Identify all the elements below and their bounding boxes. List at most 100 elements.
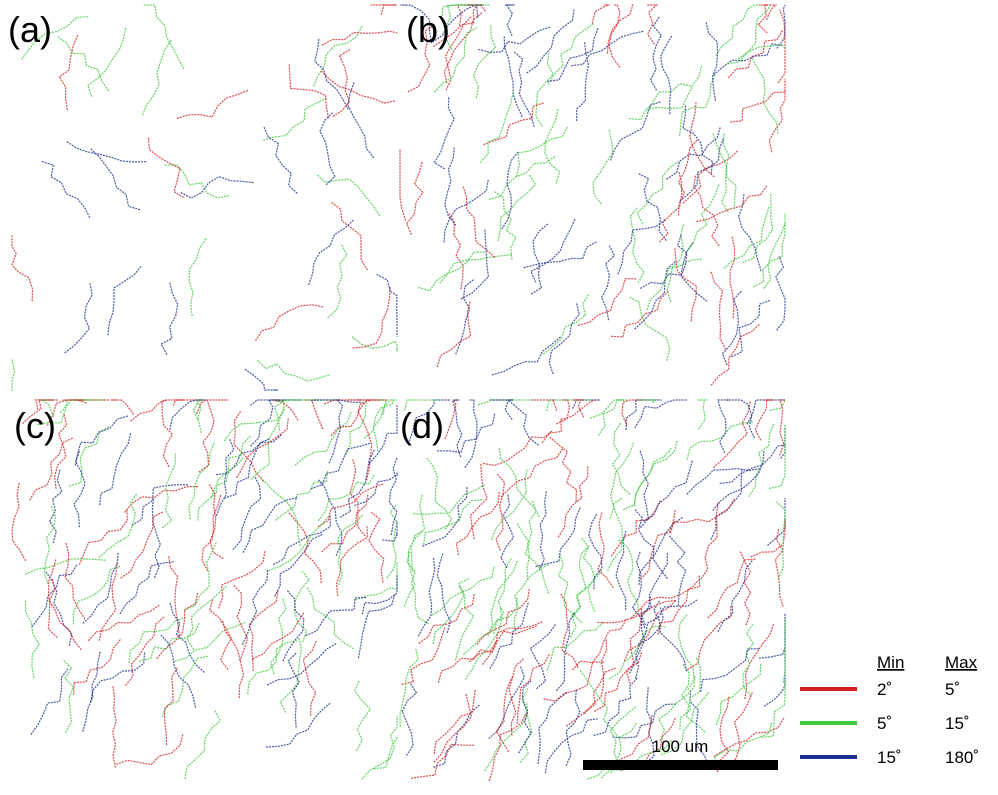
grain-boundary (600, 244, 616, 321)
grain-boundary (576, 41, 590, 122)
grain-boundary (610, 290, 670, 338)
grain-boundary (631, 550, 646, 629)
grain-boundary (331, 49, 351, 118)
grain-boundary (417, 557, 436, 637)
grain-boundary (262, 97, 327, 142)
grain-boundary (317, 473, 376, 521)
grain-boundary (588, 513, 603, 590)
grain-boundary (74, 415, 130, 466)
grain-boundary (128, 616, 187, 663)
grain-boundary (479, 91, 514, 164)
grain-boundary (320, 70, 396, 104)
grain-boundary (477, 399, 535, 406)
grain-boundary (634, 260, 677, 330)
grain-boundary (272, 514, 331, 566)
grain-boundary (727, 44, 786, 65)
grain-boundary (782, 618, 786, 683)
grain-boundary (317, 478, 343, 556)
grain-boundary (354, 679, 372, 752)
grain-boundary (727, 29, 784, 79)
grain-boundary (423, 498, 484, 545)
grain-boundary (65, 140, 147, 163)
grain-boundary (232, 584, 249, 662)
grain-boundary (503, 35, 523, 117)
map-panel (11, 4, 398, 391)
grain-boundary (357, 593, 396, 659)
grain-boundary (11, 482, 27, 562)
grain-boundary (611, 422, 631, 495)
grain-boundary (209, 598, 232, 670)
grain-boundary (413, 483, 487, 516)
grain-boundary (636, 160, 681, 224)
legend-header: Min (877, 653, 904, 672)
grain-boundary (161, 399, 174, 468)
grain-boundary (183, 541, 218, 612)
grain-boundary (587, 721, 638, 780)
grain-boundary (307, 219, 354, 287)
grain-boundary (546, 621, 605, 671)
grain-boundary (282, 589, 305, 662)
map-background (400, 400, 785, 785)
panel-label: (d) (400, 405, 444, 446)
grain-boundary (649, 15, 663, 91)
grain-boundary (715, 662, 762, 726)
grain-boundary (330, 201, 368, 271)
grain-boundary (710, 323, 761, 386)
grain-boundary (530, 218, 576, 283)
grain-boundary (328, 399, 344, 464)
grain-boundary (689, 101, 715, 178)
grain-boundary (399, 148, 407, 221)
grain-boundary (224, 437, 271, 499)
grain-boundary (388, 457, 398, 536)
grain-boundary (577, 278, 638, 327)
grain-boundary (221, 619, 245, 699)
grain-boundary (437, 412, 496, 454)
grain-boundary (47, 558, 58, 638)
grain-boundary (750, 519, 786, 558)
grain-boundary (184, 709, 221, 780)
grain-boundary (330, 399, 389, 437)
grain-boundary (164, 164, 230, 199)
map-panel (11, 399, 398, 785)
legend-max: 15˚ (945, 714, 970, 733)
grain-boundary (432, 577, 470, 645)
grain-boundary (693, 174, 720, 247)
grain-boundary (498, 446, 541, 518)
grain-boundary (141, 39, 172, 117)
grain-boundary (592, 128, 614, 205)
grain-boundary (252, 611, 306, 671)
grain-boundary (455, 490, 500, 556)
grain-boundary (535, 506, 582, 568)
grain-boundary (646, 258, 703, 311)
grain-boundary (274, 470, 329, 521)
grain-boundary (99, 432, 132, 506)
grain-boundary (593, 677, 639, 737)
legend-min: 2˚ (877, 680, 892, 699)
grain-boundary (288, 64, 330, 120)
grain-boundary (422, 485, 468, 547)
maps (11, 4, 786, 785)
grain-boundary (629, 206, 645, 284)
grain-boundary (247, 639, 299, 695)
grain-boundary (657, 675, 696, 742)
grain-boundary (462, 185, 496, 258)
grain-boundary (43, 504, 57, 585)
grain-boundary (433, 26, 478, 93)
grain-boundary (186, 585, 228, 650)
panel-label: (c) (14, 405, 56, 446)
grain-boundary (30, 667, 70, 735)
grain-boundary (354, 471, 398, 506)
grain-boundary (775, 255, 786, 331)
grain-boundary (720, 132, 730, 213)
grain-boundary (591, 4, 610, 24)
grain-boundary (156, 591, 199, 660)
legend: Min Max 2˚ 5˚ 5˚ 15˚ 15˚ 180˚ (800, 653, 979, 767)
grain-boundary (557, 465, 589, 538)
grain-boundary (764, 4, 777, 21)
grain-boundary (774, 528, 784, 607)
grain-boundary (776, 4, 786, 49)
grain-boundary (637, 399, 658, 404)
grain-boundary (516, 653, 551, 724)
grain-boundary (379, 399, 387, 415)
grain-boundary (726, 399, 755, 439)
